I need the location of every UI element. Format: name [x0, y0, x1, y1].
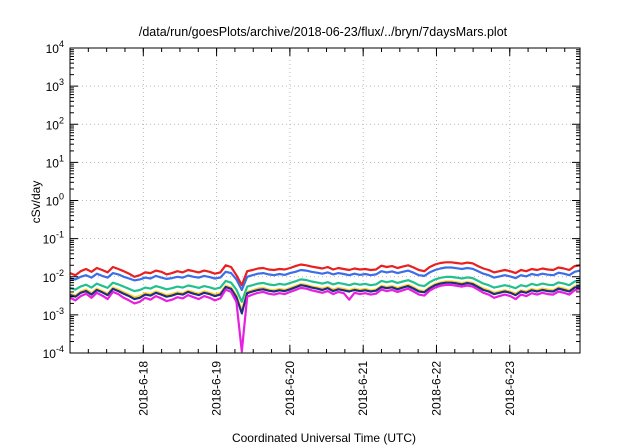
grid — [70, 48, 580, 353]
chart-title: /data/run/goesPlots/archive/2018-06-23/f… — [139, 25, 508, 39]
x-tick-label: 2018-6-21 — [356, 361, 370, 416]
x-axis-label: Coordinated Universal Time (UTC) — [232, 431, 416, 445]
y-tick-label: 100 — [46, 192, 64, 209]
series-line-2 — [69, 266, 581, 292]
x-tick-label: 2018-6-18 — [136, 361, 150, 416]
y-tick-label: 101 — [46, 153, 64, 170]
x-tick-label: 2018-6-23 — [503, 361, 517, 416]
y-axis-label: cSv/day — [29, 181, 43, 224]
x-tick-label: 2018-6-20 — [283, 361, 297, 416]
x-tick-label: 2018-6-19 — [210, 361, 224, 416]
y-tick-label: 10-4 — [43, 344, 64, 361]
series-line-5 — [69, 281, 581, 315]
y-tick-label: 10-3 — [43, 306, 64, 323]
y-tick-label: 10-1 — [43, 230, 64, 247]
series-group — [69, 261, 581, 353]
series-line-6 — [69, 283, 581, 353]
y-tick-label: 102 — [46, 115, 64, 132]
series-line-4 — [69, 280, 581, 312]
y-tick-label: 103 — [46, 77, 64, 94]
y-tick-label: 10-2 — [43, 268, 64, 285]
series-line-1 — [69, 261, 581, 287]
series-line-3 — [69, 275, 581, 303]
x-tick-label: 2018-6-22 — [429, 361, 443, 416]
ticks: 10-4 10-3 10-2 10-1 100 101 102 103 104 2018-6-18… — [43, 39, 580, 416]
y-tick-label: 104 — [46, 39, 64, 56]
